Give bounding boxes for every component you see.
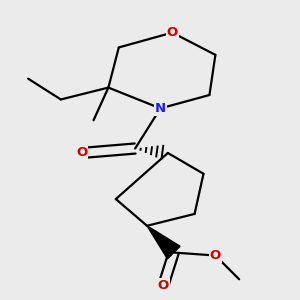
Text: O: O xyxy=(167,26,178,39)
Polygon shape xyxy=(147,226,180,259)
Text: O: O xyxy=(210,249,221,262)
Text: O: O xyxy=(158,279,169,292)
Text: O: O xyxy=(76,146,87,160)
Text: N: N xyxy=(155,102,166,115)
